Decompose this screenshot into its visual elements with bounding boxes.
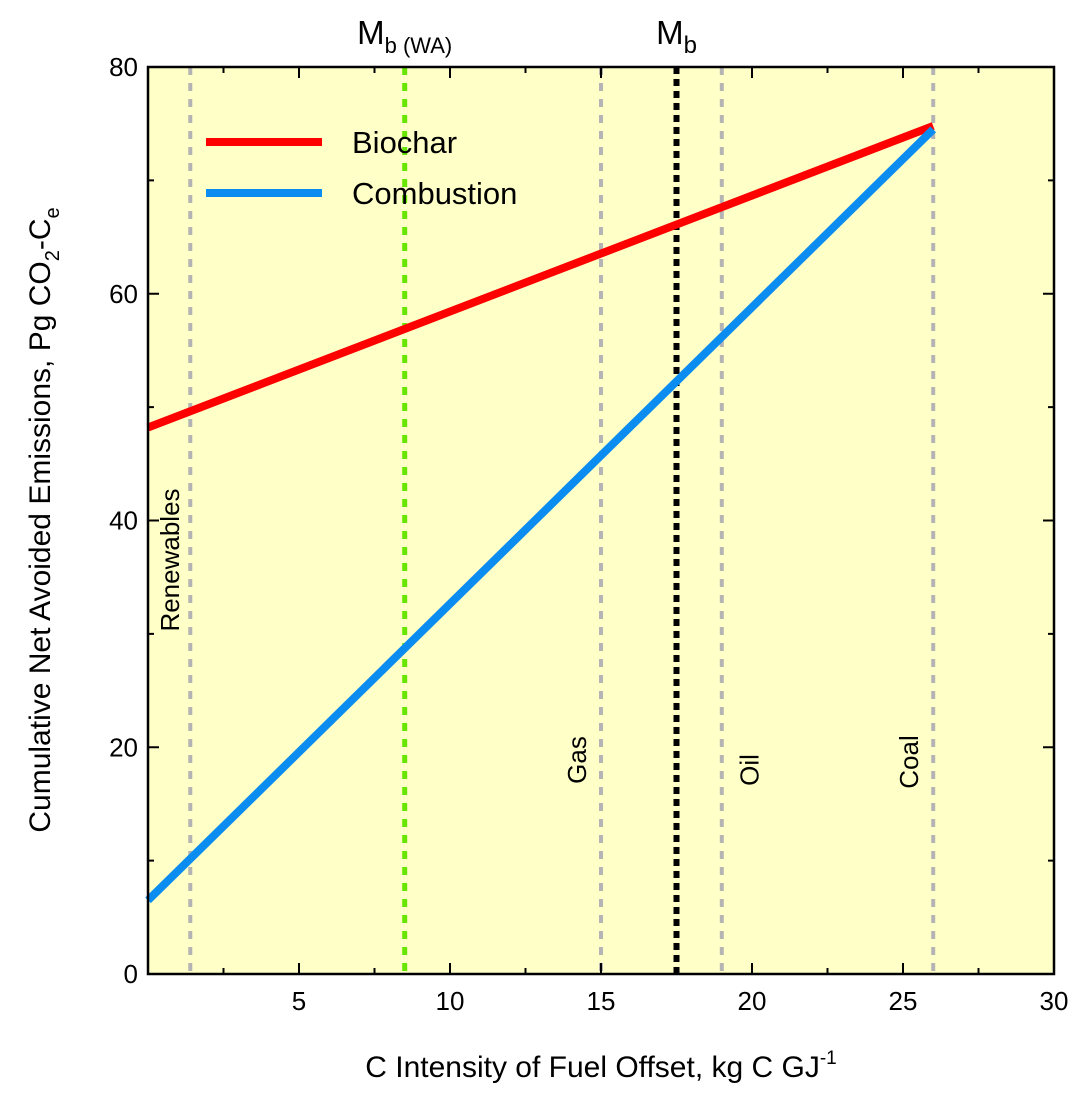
legend-label-combustion: Combustion bbox=[352, 176, 517, 211]
top-label-m-b-wa: Mb (WA) bbox=[357, 14, 452, 58]
x-tick-label: 10 bbox=[436, 986, 465, 1016]
x-tick-label: 30 bbox=[1040, 986, 1069, 1016]
y-tick-label: 80 bbox=[109, 52, 138, 82]
y-tick-label: 60 bbox=[109, 279, 138, 309]
vertical-line-label-renewables: Renewables bbox=[155, 488, 185, 631]
x-tick-label: 5 bbox=[292, 986, 306, 1016]
vertical-line-label-coal: Coal bbox=[894, 735, 924, 788]
series-line-combustion bbox=[145, 126, 937, 904]
top-label-m-b: Mb bbox=[656, 14, 697, 59]
axis-ticks: 5 10 15 20 25 30 0 20 40 60 80 bbox=[109, 52, 1068, 1016]
vertical-reference-lines bbox=[188, 67, 936, 974]
data-series bbox=[145, 122, 937, 904]
y-axis-title: Cumulative Net Avoided Emissions, Pg CO2… bbox=[24, 207, 64, 832]
x-tick-label: 15 bbox=[587, 986, 616, 1016]
legend-label-biochar: Biochar bbox=[352, 125, 457, 160]
x-axis-title: C Intensity of Fuel Offset, kg C GJ-1 bbox=[365, 1048, 837, 1084]
vertical-line-label-gas: Gas bbox=[562, 736, 592, 784]
y-tick-label: 20 bbox=[109, 732, 138, 762]
legend: Biochar Combustion bbox=[206, 125, 517, 211]
x-tick-label: 25 bbox=[889, 986, 918, 1016]
y-tick-label: 0 bbox=[124, 959, 138, 989]
y-tick-label: 40 bbox=[109, 506, 138, 536]
vertical-line-labels: Renewables Gas Oil Coal bbox=[155, 488, 924, 788]
x-tick-label: 20 bbox=[738, 986, 767, 1016]
vertical-line-label-oil: Oil bbox=[735, 754, 765, 786]
series-line-biochar bbox=[146, 122, 935, 432]
top-labels: Mb (WA) Mb bbox=[357, 14, 697, 59]
